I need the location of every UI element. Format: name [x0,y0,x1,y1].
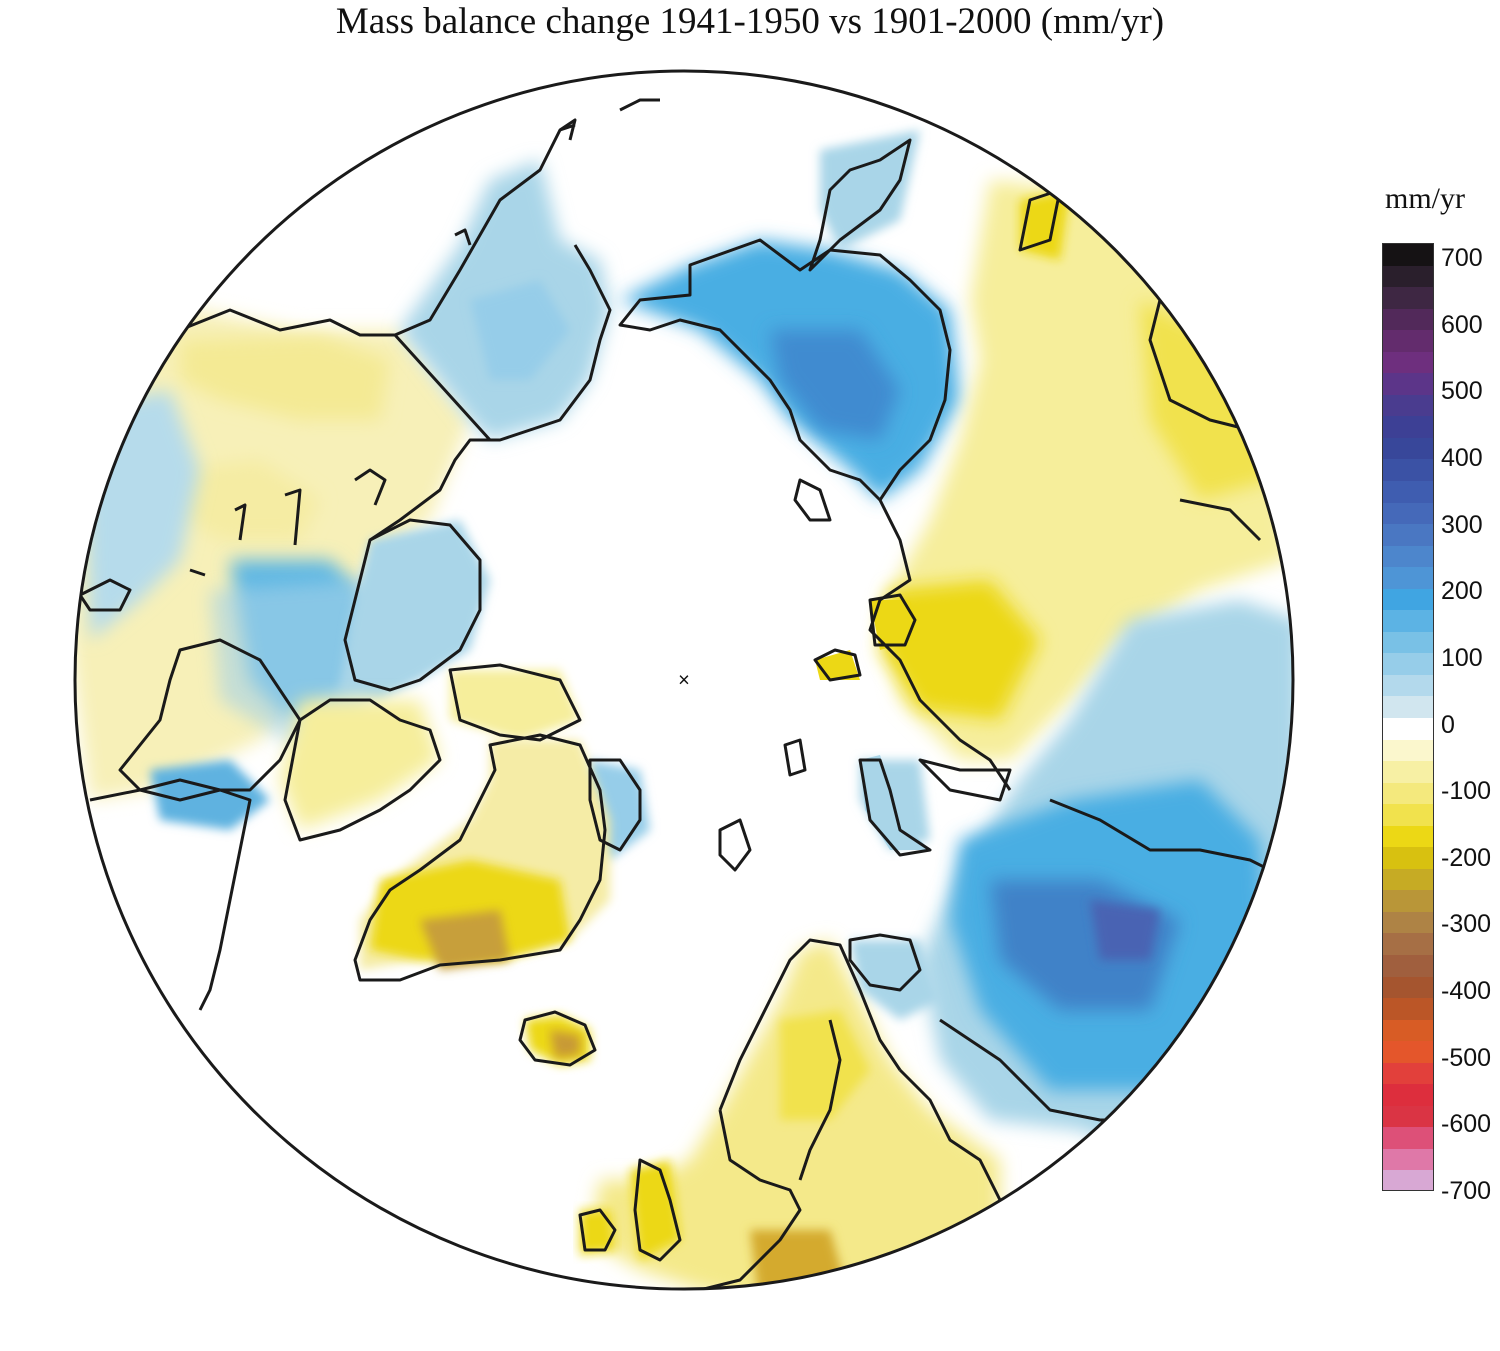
color-scale-step [1383,438,1433,459]
color-scale-tick-label: -600 [1441,1110,1492,1138]
color-scale-tick-label: -100 [1441,777,1492,805]
color-scale-step [1383,783,1433,804]
coastlines [78,98,1291,1289]
color-scale-step [1383,675,1433,696]
color-scale-bar [1382,243,1434,1191]
map-title: Mass balance change 1941-1950 vs 1901-20… [335,1,1165,42]
color-scale-tick-label: -300 [1441,910,1492,938]
color-scale-step [1383,567,1433,589]
color-scale-tick-label: 100 [1441,644,1483,672]
color-scale-step [1383,933,1433,955]
color-scale-step [1383,309,1433,330]
color-scale-tick-label: -700 [1441,1177,1492,1205]
color-scale-tick-label: -400 [1441,977,1492,1005]
color-scale-step [1383,503,1433,524]
europe-region [580,940,1000,1289]
iceland-region [525,1015,590,1065]
north-pole-marker: × [678,669,690,691]
color-scale-step [1383,1020,1433,1041]
color-scale-step [1383,524,1433,546]
color-scale-step [1383,373,1433,395]
color-scale-step [1383,696,1433,718]
color-scale-step [1383,395,1433,416]
color-scale-step [1383,1041,1433,1063]
color-scale-step [1383,912,1433,933]
color-scale-step [1383,955,1433,977]
color-scale-tick-label: 400 [1441,444,1483,472]
alaska-region [400,160,610,440]
color-scale-step [1383,1170,1433,1190]
color-scale-step [1383,869,1433,890]
color-scale-tick-label: 500 [1441,377,1483,405]
color-scale-tick-label: -500 [1441,1044,1492,1072]
color-scale-tick-label: -200 [1441,844,1492,872]
color-scale-step [1383,847,1433,869]
color-scale-step [1383,266,1433,287]
color-scale-tick-label: 600 [1441,311,1483,339]
legend-unit-label: mm/yr [1385,182,1465,215]
color-scale-step [1383,653,1433,675]
east-siberia-region [620,130,960,500]
color-scale-tick-label: 200 [1441,577,1483,605]
color-scale-step [1383,330,1433,352]
color-scale-step [1383,287,1433,309]
color-scale-step [1383,1084,1433,1106]
color-scale-step [1383,998,1433,1020]
color-scale-step [1383,740,1433,761]
color-scale-step [1383,1127,1433,1149]
color-scale-step [1383,890,1433,912]
color-scale-step [1383,1106,1433,1127]
color-scale-step [1383,352,1433,373]
color-scale-step [1383,244,1433,266]
color-scale-step [1383,481,1433,503]
greenland-region [360,740,610,970]
color-scale-step [1383,1063,1433,1084]
west-russia-region [860,600,1293,1170]
color-scale-step [1383,416,1433,438]
color-scale-step [1383,804,1433,826]
color-scale-step [1383,761,1433,783]
color-scale-step [1383,1149,1433,1170]
color-scale-step [1383,589,1433,610]
color-scale-step [1383,977,1433,998]
color-scale-step [1383,459,1433,481]
map-disc-border [73,69,1295,1291]
color-scale-step [1383,632,1433,653]
color-scale-tick-label: 700 [1441,244,1483,272]
color-scale-tick-label: 0 [1441,711,1455,739]
color-scale-step [1383,718,1433,740]
color-scale-tick-label: 300 [1441,511,1483,539]
color-scale-step [1383,610,1433,632]
color-scale-step [1383,546,1433,567]
color-scale-step [1383,826,1433,847]
